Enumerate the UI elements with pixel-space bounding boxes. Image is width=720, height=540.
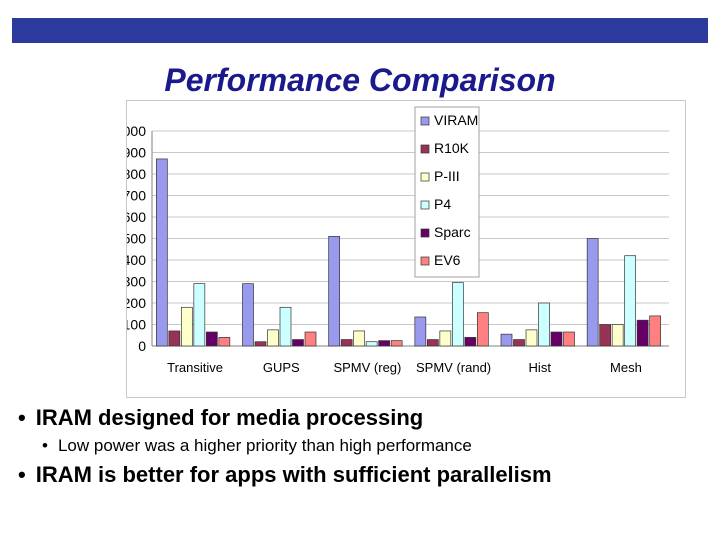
legend-label: VIRAM [434,112,478,128]
bar-r10k [340,339,353,347]
legend-label: P4 [434,196,451,212]
bar-p-iii [525,329,538,347]
bar-r10k [599,324,612,347]
bar-p-iii [611,324,624,347]
x-tick-label: SPMV (reg) [333,360,401,375]
x-tick-label: Transitive [167,360,223,375]
legend-swatch [420,144,430,154]
y-tick-label: 400 [127,252,146,268]
legend-label: P-III [434,168,460,184]
legend-swatch [420,256,430,266]
bar-viram [414,316,427,347]
bar-viram [500,333,513,347]
bar-p-iii [267,329,279,347]
y-tick-label: 0 [138,338,146,354]
bullet-1-text: IRAM designed for media processing [35,405,424,430]
bar-ev6 [476,312,489,347]
y-tick-label: 500 [127,231,146,247]
sub-bullet-1-text: Low power was a higher priority than hig… [57,436,472,455]
bullet-2-text: IRAM is better for apps with sufficient … [35,462,552,487]
bar-p4 [365,341,378,347]
bar-viram [328,236,341,347]
bar-sparc [378,340,391,347]
bullet-glyph: • [18,462,26,487]
bar-ev6 [304,331,317,347]
bar-sparc [205,331,218,347]
bar-p4 [624,255,637,347]
chart-frame: 01002003004005006007008009001000MOPSTran… [126,100,686,398]
bullet-1: • IRAM designed for media processing [18,405,423,431]
bullet-glyph: • [42,436,48,455]
bar-sparc [292,339,304,347]
bar-ev6 [649,315,662,347]
y-tick-label: 800 [127,166,146,182]
bar-r10k [513,339,525,347]
bar-p4 [279,306,292,347]
bar-viram [586,238,599,347]
slide-title: Performance Comparison [164,62,556,98]
x-tick-label: SPMV (rand) [416,360,491,375]
y-tick-label: 100 [127,317,146,333]
x-tick-label: GUPS [263,360,300,375]
y-tick-label: 700 [127,188,146,204]
bar-sparc [464,337,477,347]
legend-swatch [420,116,430,126]
title-bar-accent [12,18,708,43]
bar-p-iii [439,330,452,347]
x-tick-label: Hist [529,360,552,375]
bar-r10k [254,341,267,347]
legend-label: EV6 [434,252,461,268]
bullet-2: • IRAM is better for apps with sufficient… [18,462,552,488]
legend-swatch [420,172,430,182]
bar-p4 [193,283,206,347]
y-tick-label: 900 [127,145,146,161]
bar-p4 [538,302,550,347]
y-tick-label: 300 [127,274,146,290]
bar-viram [242,283,254,347]
bar-ev6 [390,340,403,347]
legend: VIRAM R10K P-III P4 Sparc EV6 [414,106,480,278]
bar-ev6 [218,337,231,347]
y-tick-label: 600 [127,209,146,225]
bullet-glyph: • [18,405,26,430]
legend-label: Sparc [434,224,471,240]
bar-p4 [451,282,464,347]
y-tick-label: 200 [127,295,146,311]
y-tick-label: 1000 [127,123,146,139]
bar-sparc [636,319,649,347]
bar-p-iii [353,330,366,347]
bar-ev6 [563,331,575,347]
sub-bullet-1: • Low power was a higher priority than hi… [42,436,472,456]
bar-p-iii [180,306,193,347]
legend-box [414,106,480,278]
bar-sparc [550,331,563,347]
x-tick-label: Mesh [610,360,642,375]
legend-swatch [420,200,430,210]
bar-r10k [426,339,439,347]
legend-swatch [420,228,430,238]
bar-viram [155,158,168,347]
bar-r10k [168,330,181,347]
performance-bar-chart: 01002003004005006007008009001000MOPSTran… [127,106,669,375]
legend-label: R10K [434,140,470,156]
